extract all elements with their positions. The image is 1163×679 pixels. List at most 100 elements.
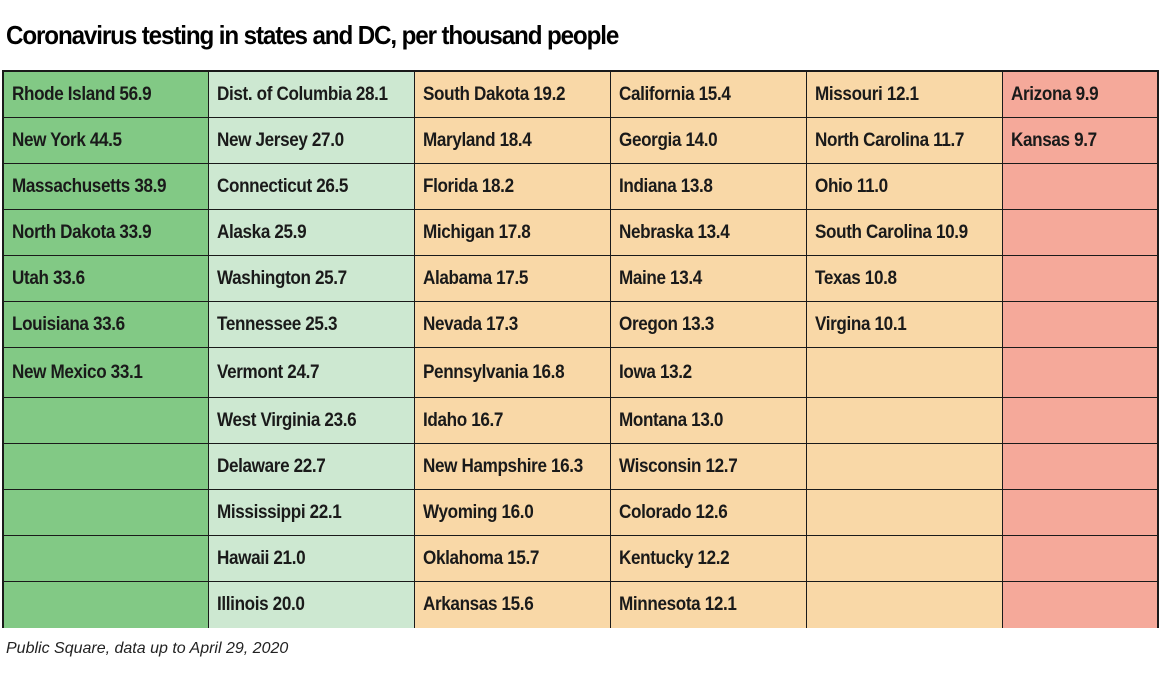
- state-label: Indiana 13.8: [619, 175, 713, 197]
- state-cell: Missouri 12.1: [807, 72, 1002, 118]
- state-cell: Louisiana 33.6: [4, 302, 208, 348]
- state-cell: Dist. of Columbia 28.1: [209, 72, 414, 118]
- state-label: Nebraska 13.4: [619, 221, 730, 243]
- state-cell: Texas 10.8: [807, 256, 1002, 302]
- source-note: Public Square, data up to April 29, 2020: [6, 640, 289, 657]
- state-cell: Maine 13.4: [611, 256, 806, 302]
- empty-cell: [4, 582, 208, 628]
- state-label: West Virginia 23.6: [217, 409, 357, 431]
- state-label: Michigan 17.8: [423, 221, 531, 243]
- state-label: Connecticut 26.5: [217, 175, 349, 197]
- table-column: California 15.4 Georgia 14.0 Indiana 13.8 N…: [611, 72, 807, 628]
- state-label: Ohio 11.0: [815, 175, 888, 197]
- state-cell: Maryland 18.4: [415, 118, 610, 164]
- state-label: Arkansas 15.6: [423, 594, 534, 615]
- empty-cell: [807, 444, 1002, 490]
- state-cell: Utah 33.6: [4, 256, 208, 302]
- state-label: North Carolina 11.7: [815, 129, 965, 151]
- empty-cell: [4, 398, 208, 444]
- state-label: Delaware 22.7: [217, 455, 326, 477]
- state-cell: Kansas 9.7: [1003, 118, 1157, 164]
- state-cell: Nebraska 13.4: [611, 210, 806, 256]
- state-cell: Georgia 14.0: [611, 118, 806, 164]
- state-cell: Arkansas 15.6: [415, 582, 610, 628]
- state-cell: Illinois 20.0: [209, 582, 414, 628]
- empty-cell: [1003, 398, 1157, 444]
- state-label: North Dakota 33.9: [12, 221, 152, 243]
- state-label: Illinois 20.0: [217, 594, 305, 615]
- state-label: Maryland 18.4: [423, 129, 532, 151]
- state-cell: New Mexico 33.1: [4, 348, 208, 398]
- empty-cell: [807, 398, 1002, 444]
- state-cell: Kentucky 12.2: [611, 536, 806, 582]
- state-label: Maine 13.4: [619, 267, 702, 289]
- state-cell: Idaho 16.7: [415, 398, 610, 444]
- state-cell: Alabama 17.5: [415, 256, 610, 302]
- state-label: California 15.4: [619, 83, 731, 105]
- state-label: Utah 33.6: [12, 267, 85, 289]
- state-cell: Vermont 24.7: [209, 348, 414, 398]
- state-label: Virgina 10.1: [815, 313, 907, 335]
- empty-cell: [807, 348, 1002, 398]
- table-column: South Dakota 19.2 Maryland 18.4 Florida 18…: [415, 72, 611, 628]
- state-label: South Carolina 10.9: [815, 221, 968, 243]
- state-cell: Oregon 13.3: [611, 302, 806, 348]
- state-cell: Oklahoma 15.7: [415, 536, 610, 582]
- state-cell: Montana 13.0: [611, 398, 806, 444]
- state-label: Wyoming 16.0: [423, 501, 534, 523]
- empty-cell: [4, 490, 208, 536]
- state-label: Arizona 9.9: [1011, 83, 1099, 105]
- table-column: Missouri 12.1 North Carolina 11.7 Ohio 11.…: [807, 72, 1003, 628]
- state-cell: Tennessee 25.3: [209, 302, 414, 348]
- empty-cell: [1003, 348, 1157, 398]
- state-label: New Mexico 33.1: [12, 361, 143, 383]
- empty-cell: [807, 536, 1002, 582]
- state-cell: California 15.4: [611, 72, 806, 118]
- state-cell: Delaware 22.7: [209, 444, 414, 490]
- state-cell: Colorado 12.6: [611, 490, 806, 536]
- empty-cell: [1003, 536, 1157, 582]
- empty-cell: [1003, 582, 1157, 628]
- state-cell: Michigan 17.8: [415, 210, 610, 256]
- state-label: Tennessee 25.3: [217, 313, 338, 335]
- state-cell: Connecticut 26.5: [209, 164, 414, 210]
- state-label: Wisconsin 12.7: [619, 455, 738, 477]
- table-column: Rhode Island 56.9 New York 44.5 Massachuse…: [4, 72, 209, 628]
- state-label: Massachusetts 38.9: [12, 175, 167, 197]
- state-cell: Pennsylvania 16.8: [415, 348, 610, 398]
- state-label: Georgia 14.0: [619, 129, 718, 151]
- state-label: Mississippi 22.1: [217, 501, 342, 523]
- state-label: New Hampshire 16.3: [423, 455, 583, 477]
- state-label: Alaska 25.9: [217, 221, 307, 243]
- empty-cell: [807, 490, 1002, 536]
- state-cell: North Carolina 11.7: [807, 118, 1002, 164]
- empty-cell: [4, 536, 208, 582]
- state-cell: Wisconsin 12.7: [611, 444, 806, 490]
- state-cell: Minnesota 12.1: [611, 582, 806, 628]
- state-cell: Mississippi 22.1: [209, 490, 414, 536]
- state-cell: Rhode Island 56.9: [4, 72, 208, 118]
- state-label: Kentucky 12.2: [619, 547, 730, 569]
- state-label: Dist. of Columbia 28.1: [217, 83, 388, 105]
- state-label: Kansas 9.7: [1011, 129, 1097, 151]
- state-cell: Nevada 17.3: [415, 302, 610, 348]
- state-label: Texas 10.8: [815, 267, 897, 289]
- state-label: Missouri 12.1: [815, 83, 919, 105]
- state-label: Idaho 16.7: [423, 409, 504, 431]
- state-cell: Arizona 9.9: [1003, 72, 1157, 118]
- state-label: Vermont 24.7: [217, 361, 320, 383]
- empty-cell: [1003, 210, 1157, 256]
- state-cell: Massachusetts 38.9: [4, 164, 208, 210]
- state-label: Washington 25.7: [217, 267, 347, 289]
- empty-cell: [1003, 256, 1157, 302]
- state-label: Florida 18.2: [423, 175, 514, 197]
- state-label: Louisiana 33.6: [12, 313, 125, 335]
- state-cell: Indiana 13.8: [611, 164, 806, 210]
- state-label: Colorado 12.6: [619, 501, 728, 523]
- state-label: Pennsylvania 16.8: [423, 361, 565, 383]
- state-cell: New York 44.5: [4, 118, 208, 164]
- testing-table: Rhode Island 56.9 New York 44.5 Massachuse…: [2, 70, 1159, 628]
- state-label: Alabama 17.5: [423, 267, 529, 289]
- state-cell: Wyoming 16.0: [415, 490, 610, 536]
- chart-title: Coronavirus testing in states and DC, pe…: [6, 20, 619, 50]
